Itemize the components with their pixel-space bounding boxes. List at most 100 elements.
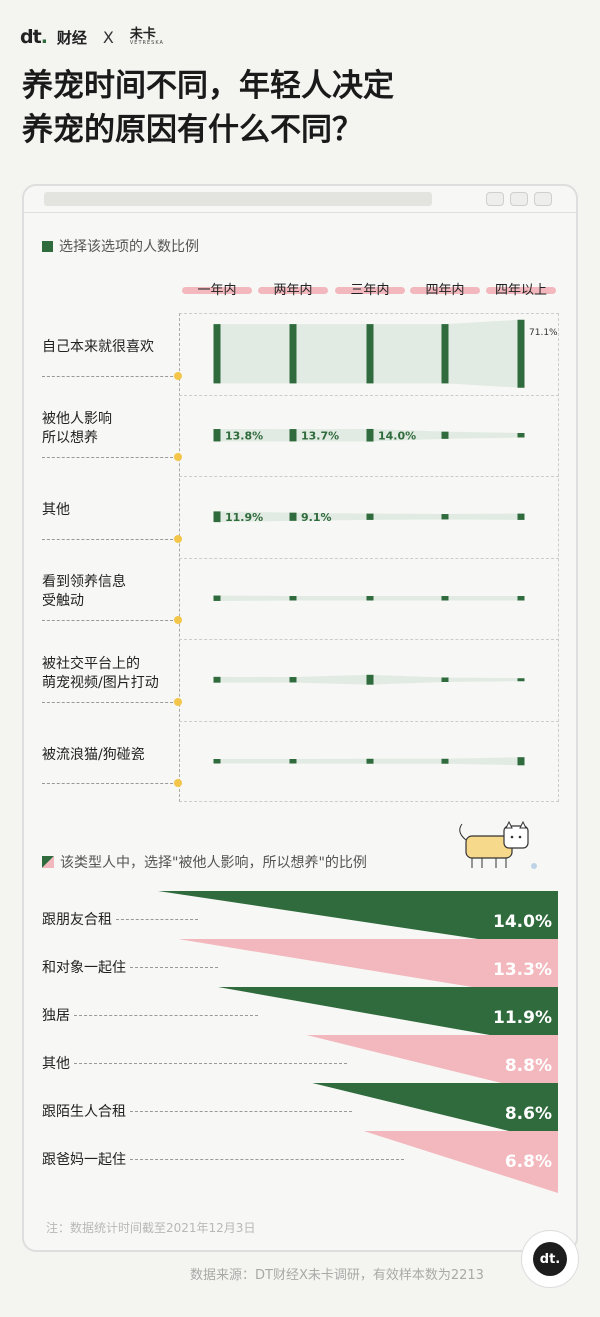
column-header-pill (182, 287, 252, 294)
cat-illustration-icon (456, 820, 540, 874)
row-label: 自己本来就很喜欢 (42, 339, 154, 356)
bar-mark (213, 324, 221, 384)
row-dot (174, 534, 182, 543)
column-header-5: 四年以上 (486, 281, 556, 298)
window-button-1 (486, 192, 504, 206)
bar-mark (213, 759, 221, 764)
row-dot (174, 697, 182, 706)
row-label: 被流浪猫/狗碰瓷 (42, 746, 145, 763)
bar-mark (213, 429, 221, 442)
legend-triangle-icon (42, 856, 54, 868)
column-header-label: 两年内 (273, 283, 313, 298)
bar-data-label: 13.8% (225, 429, 263, 442)
triangle-value-label: 8.8% (505, 1056, 552, 1076)
category-dash-line (116, 919, 198, 920)
row-dash-line (42, 620, 178, 621)
row-dot (174, 371, 182, 380)
triangle-bar (306, 1035, 558, 1097)
triangle-bar (178, 939, 558, 1001)
column-header-1: 一年内 (182, 281, 252, 298)
column-header-pill (410, 287, 480, 294)
category-label: 独居 (42, 1008, 70, 1024)
column-header-3: 三年内 (335, 281, 405, 298)
row-separator (179, 476, 559, 477)
bar-mark (289, 429, 297, 442)
bar-mark (517, 757, 525, 766)
bar-mark (517, 596, 525, 601)
bar-mark (517, 513, 525, 520)
triangle-bar (363, 1131, 558, 1193)
column-header-pill (486, 287, 556, 294)
bar-data-label: 71.1% (529, 328, 558, 338)
triangle-value-label: 14.0% (493, 912, 552, 932)
bar-mark (517, 433, 525, 438)
bar-mark (441, 324, 449, 384)
bar-data-label: 9.1% (301, 511, 332, 524)
triangle-value-label: 6.8% (505, 1152, 552, 1172)
row-dash-line (42, 457, 178, 458)
brand-name: 财经 (56, 28, 87, 47)
brand-separator: X (102, 27, 114, 47)
row-dot (174, 616, 182, 624)
column-header-label: 三年内 (350, 283, 390, 298)
triangle-value-label: 13.3% (493, 960, 552, 980)
category-label: 跟陌生人合租 (42, 1104, 126, 1120)
legend-square-icon (42, 240, 53, 252)
bar-mark (441, 677, 449, 682)
bar-mark (517, 319, 525, 388)
row-label: 被他人影响 所以想养 (42, 411, 112, 447)
triangle-value-label: 11.9% (493, 1008, 552, 1028)
bar-mark (289, 324, 297, 384)
row-dash-line (42, 538, 178, 540)
bar-mark (366, 596, 374, 601)
triangle-bar (158, 891, 558, 951)
category-label: 其他 (42, 1056, 70, 1072)
bar-mark (289, 512, 297, 521)
column-header-label: 四年以上 (494, 283, 547, 298)
window-divider (24, 212, 576, 213)
row-separator (179, 557, 559, 559)
window-address-bar (44, 192, 432, 206)
brand-bar: dt. 财经 X 未卡 VETRESKA (20, 26, 164, 48)
bar-mark (441, 596, 449, 601)
column-header-pill (258, 287, 328, 294)
bar-mark (213, 595, 221, 601)
triangle-value-label: 8.6% (505, 1104, 552, 1124)
column-header-label: 一年内 (197, 283, 237, 298)
column-header-label: 四年内 (425, 283, 465, 298)
column-header-pill (335, 287, 405, 294)
bar-data-label: 14.0% (378, 429, 416, 442)
category-label: 跟朋友合租 (42, 912, 112, 928)
row-dash-line (42, 783, 178, 784)
category-dash-line (130, 1159, 404, 1160)
brand-logo: dt. (20, 26, 48, 48)
bar-mark (213, 676, 221, 683)
category-dash-line (130, 967, 218, 968)
data-source: 数据来源：DT财经X未卡调研，有效样本数为2213 (190, 1268, 484, 1283)
category-dash-line (130, 1111, 353, 1112)
row-label: 其他 (42, 502, 70, 519)
bar-mark (289, 677, 297, 683)
bar-mark (441, 758, 449, 764)
row-dot (174, 453, 182, 461)
page-title: 养宠时间不同，年轻人决定 养宠的原因有什么不同？ (22, 64, 582, 152)
category-dash-line (74, 1063, 347, 1064)
section2-legend-text: 该类型人中，选择"被他人影响，所以想养"的比例 (60, 855, 367, 871)
triangle-bar (312, 1083, 558, 1143)
row-separator (179, 639, 559, 640)
bar-mark (289, 759, 297, 764)
footnote: 注：数据统计时间截至2021年12月3日 (46, 1221, 256, 1235)
row-separator (179, 720, 559, 722)
row-dot (174, 779, 182, 787)
dt-circle-logo-icon: dt. (533, 1242, 567, 1276)
bar-mark (441, 514, 449, 520)
bar-data-label: 11.9% (225, 511, 263, 524)
bar-mark (441, 431, 449, 439)
bar-mark (366, 324, 374, 384)
row-label: 被社交平台上的 萌宠视频/图片打动 (42, 655, 159, 691)
category-label: 跟爸妈一起住 (42, 1152, 126, 1168)
category-dash-line (74, 1015, 258, 1016)
window-button-3 (534, 192, 552, 206)
